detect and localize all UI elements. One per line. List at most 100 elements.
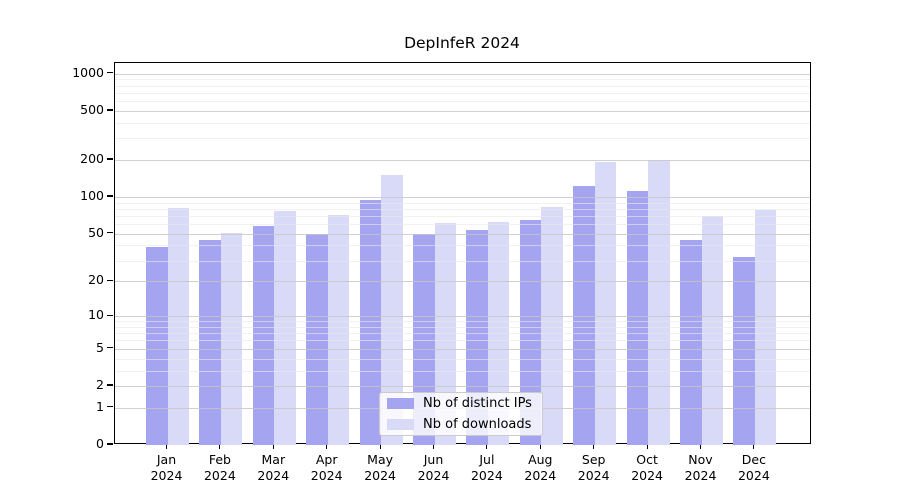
- legend: Nb of distinct IPs Nb of downloads: [379, 392, 543, 436]
- x-tick-mark: [326, 444, 328, 449]
- bar-distinct-ips-jan: [146, 246, 168, 445]
- bar-downloads-jan: [167, 207, 189, 445]
- y-tick-label: 100: [80, 188, 104, 204]
- x-tick-mark: [219, 444, 221, 449]
- y-tick-mark: [107, 72, 113, 74]
- bar-distinct-ips-nov: [680, 240, 702, 445]
- gridline-major: [114, 348, 810, 350]
- gridline-minor: [114, 358, 810, 360]
- plot-area: [113, 61, 811, 445]
- gridline-major: [114, 111, 810, 112]
- x-tick-label: Dec 2024: [737, 452, 770, 483]
- bar-distinct-ips-apr: [306, 233, 328, 445]
- gridline-minor: [114, 333, 810, 335]
- legend-label-distinct-ips: Nb of distinct IPs: [423, 395, 532, 411]
- y-tick-label: 1: [96, 398, 104, 414]
- x-tick-label: Mar 2024: [257, 452, 290, 483]
- y-tick-mark: [107, 347, 113, 349]
- bar-downloads-nov: [701, 215, 723, 445]
- x-tick-mark: [432, 444, 435, 449]
- x-tick-label: Oct 2024: [631, 452, 663, 483]
- x-tick-mark: [646, 444, 648, 449]
- y-tick-mark: [107, 314, 113, 316]
- bar-downloads-oct: [648, 159, 670, 445]
- gridline-minor: [114, 122, 810, 124]
- bar-downloads-apr: [327, 215, 350, 445]
- y-tick-mark: [107, 195, 113, 197]
- y-tick-label: 50: [88, 224, 104, 240]
- x-tick-label: Sep 2024: [577, 452, 610, 483]
- bar-downloads-jul: [487, 221, 510, 445]
- bar-distinct-ips-dec: [733, 257, 755, 445]
- gridline-minor: [114, 245, 810, 247]
- gridline-major: [114, 73, 810, 75]
- chart-title: DepInfeR 2024: [404, 34, 520, 52]
- bar-downloads-sep: [594, 161, 617, 445]
- y-tick-mark: [107, 384, 113, 386]
- x-tick-label: Nov 2024: [684, 452, 717, 483]
- legend-item-downloads: Nb of downloads: [387, 416, 535, 434]
- bar-downloads-aug: [541, 206, 563, 445]
- gridline-minor: [114, 208, 810, 210]
- x-tick-label: Jul 2024: [470, 452, 503, 483]
- x-tick-label: May 2024: [364, 452, 396, 483]
- gridline-minor: [114, 260, 810, 262]
- gridline-minor: [114, 79, 810, 81]
- x-tick-mark: [753, 444, 755, 449]
- bar-distinct-ips-oct: [626, 191, 649, 445]
- y-tick-mark: [107, 109, 113, 111]
- x-tick-mark: [272, 444, 274, 449]
- y-tick-label: 0: [96, 436, 104, 451]
- gridline-major: [114, 197, 810, 199]
- legend-swatch-distinct-ips: [387, 397, 414, 410]
- bar-distinct-ips-mar: [252, 225, 275, 445]
- y-tick-mark: [107, 158, 113, 160]
- gridline-minor: [114, 321, 810, 323]
- x-tick-label: Apr 2024: [310, 452, 343, 483]
- bar-distinct-ips-jul: [466, 229, 488, 445]
- gridline-major: [114, 385, 810, 387]
- gridline-minor: [114, 326, 810, 328]
- bar-distinct-ips-sep: [573, 186, 595, 445]
- x-tick-mark: [593, 444, 595, 449]
- y-tick-mark: [107, 406, 113, 408]
- legend-item-distinct-ips: Nb of distinct IPs: [387, 395, 535, 413]
- y-tick-mark: [107, 443, 113, 445]
- y-tick-label: 200: [80, 151, 104, 167]
- bar-downloads-may: [381, 174, 403, 445]
- gridline-minor: [114, 101, 810, 103]
- bar-distinct-ips-feb: [199, 240, 221, 445]
- gridline-major: [114, 160, 810, 162]
- y-tick-label: 5: [96, 339, 104, 355]
- y-tick-mark: [107, 232, 113, 234]
- x-tick-mark: [486, 444, 488, 449]
- x-tick-label: Jun 2024: [417, 452, 450, 483]
- x-tick-mark: [165, 444, 168, 449]
- gridline-minor: [114, 92, 810, 94]
- y-tick-label: 10: [88, 307, 104, 323]
- y-tick-label: 500: [80, 102, 104, 117]
- legend-label-downloads: Nb of downloads: [423, 416, 532, 432]
- x-tick-mark: [699, 444, 702, 449]
- gridline-minor: [114, 138, 810, 140]
- gridline-minor: [114, 202, 810, 204]
- gridline-minor: [114, 224, 810, 226]
- gridline-minor: [114, 370, 810, 372]
- x-tick-label: Aug 2024: [524, 452, 557, 483]
- x-tick-mark: [379, 444, 381, 449]
- x-tick-mark: [539, 444, 541, 449]
- y-tick-label: 2: [96, 376, 104, 392]
- y-tick-label: 20: [88, 272, 104, 288]
- gridline-major: [114, 316, 810, 318]
- legend-swatch-downloads: [387, 418, 414, 431]
- x-tick-label: Jan 2024: [150, 452, 183, 483]
- bar-distinct-ips-aug: [519, 219, 542, 445]
- gridline-minor: [114, 215, 810, 217]
- y-tick-mark: [107, 279, 113, 282]
- bar-downloads-feb: [220, 232, 243, 445]
- gridline-minor: [114, 85, 810, 87]
- gridline-major: [114, 233, 810, 235]
- gridline-major: [114, 281, 810, 283]
- gridline-minor: [114, 340, 810, 342]
